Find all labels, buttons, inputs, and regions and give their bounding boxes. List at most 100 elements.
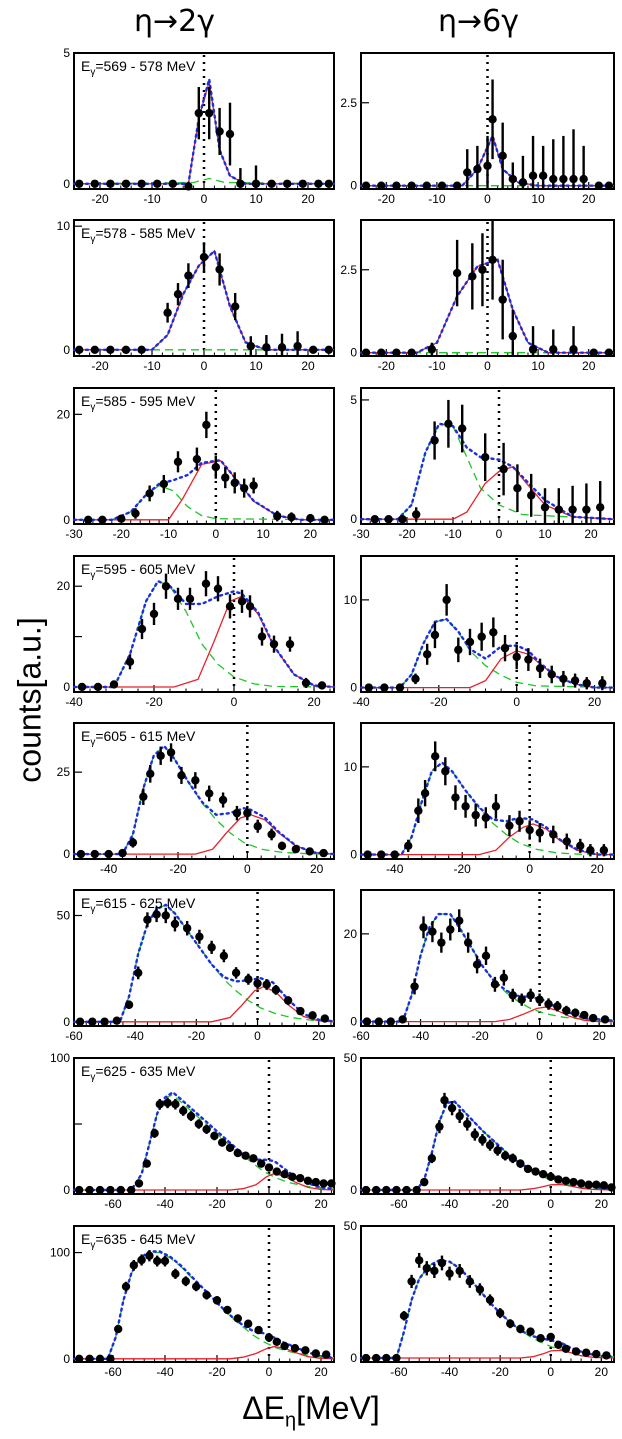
x-tick-label: 10 [249, 192, 263, 206]
data-point [160, 1256, 170, 1266]
data-point [444, 419, 453, 428]
data-point [241, 1151, 250, 1160]
data-point [192, 1282, 201, 1291]
x-tick-label: -20 [378, 192, 396, 206]
panel-2g-2: -20 -10 0 10 20 0 10 Eγ=578 - 585 MeV [57, 219, 336, 373]
data-point [362, 1017, 372, 1026]
background-curve [74, 580, 335, 688]
data-point [179, 1106, 188, 1116]
data-point [137, 1255, 146, 1265]
panel-6g-5: -40 -20 0 20 0 10 [344, 722, 616, 876]
data-point [267, 830, 276, 839]
data-point [546, 1332, 555, 1342]
x-tick-label: -40 [386, 862, 404, 876]
data-point [410, 982, 419, 991]
data-point [170, 919, 180, 929]
data-point [586, 846, 595, 855]
x-tick-label: 0 [212, 527, 219, 541]
data-point [489, 628, 498, 637]
x-axis-label-main: ΔE [242, 1390, 285, 1426]
signal-curve [361, 1006, 614, 1023]
data-point [407, 1277, 416, 1286]
data-point [218, 795, 228, 805]
x-tick-label: 0 [484, 192, 491, 206]
data-point [562, 1006, 571, 1015]
data-point [427, 345, 437, 354]
signal-curve [74, 595, 335, 688]
data-point [155, 1100, 164, 1109]
y-tick-label: 10 [344, 593, 358, 607]
panel-2g-3: -30 -20 -10 0 10 20 0 20 Eγ=585 - 595 MeV [57, 387, 336, 541]
data-point [395, 683, 405, 692]
energy-range-label: Eγ=635 - 645 MeV [81, 1231, 196, 1251]
data-point [251, 179, 261, 188]
data-point [271, 985, 281, 995]
data-point [419, 923, 428, 932]
data-point [516, 1324, 525, 1334]
data-point [95, 1354, 105, 1364]
data-point [301, 1346, 310, 1355]
data-point [264, 1333, 274, 1342]
data-point [382, 1185, 391, 1195]
panel-6g-2: -20 -10 0 10 20 0 2.5 [340, 219, 616, 373]
total-curve [72, 903, 336, 1023]
data-point [254, 1325, 263, 1335]
data-point [280, 1169, 289, 1179]
data-point [249, 1154, 258, 1163]
energy-range-label: Eγ=585 - 595 MeV [81, 393, 196, 413]
y-tick-label: 0 [350, 1351, 357, 1365]
data-point [538, 1169, 548, 1179]
data-point [377, 850, 386, 859]
x-tick-label: -20 [471, 1029, 489, 1043]
panel-frame [73, 387, 335, 525]
x-tick-label: -20 [430, 695, 448, 709]
data-point [129, 1261, 138, 1270]
data-point [437, 181, 447, 190]
data-point [361, 1185, 371, 1195]
data-point [262, 980, 271, 989]
data-point [440, 1096, 449, 1105]
y-tick-label: 2.5 [340, 96, 357, 110]
x-tick-label: 20 [588, 695, 602, 709]
data-point [452, 181, 462, 190]
data-point [390, 850, 399, 859]
data-point [121, 179, 131, 188]
panel-2g-4: -40 -20 0 20 0 20 Eγ=595 - 605 MeV [57, 555, 336, 709]
y-tick-label: 20 [57, 579, 71, 593]
data-point [257, 1159, 266, 1168]
data-point [488, 255, 497, 265]
data-point [305, 847, 314, 856]
data-point [166, 748, 176, 757]
data-point [412, 510, 421, 519]
data-point [500, 643, 510, 653]
data-point [554, 505, 563, 514]
data-point [465, 1277, 474, 1286]
data-point [121, 1282, 131, 1291]
data-point [257, 632, 267, 641]
data-point [186, 1111, 196, 1121]
data-point [570, 676, 580, 685]
data-point [592, 1349, 601, 1359]
data-point [90, 345, 100, 355]
data-point [505, 821, 514, 830]
x-tick-label: 10 [531, 192, 545, 206]
x-tick-label: -40 [412, 1029, 430, 1043]
x-tick-label: 0 [201, 192, 208, 206]
data-point [109, 680, 119, 689]
y-tick-label: 0 [350, 179, 357, 193]
total-curve [72, 1090, 336, 1192]
data-point [535, 828, 544, 837]
data-point [269, 639, 279, 649]
data-point [561, 1176, 571, 1185]
data-point [194, 1119, 203, 1129]
data-point [498, 295, 507, 304]
y-tick-label: 5 [63, 46, 70, 60]
x-tick-label: -40 [441, 1365, 459, 1379]
x-tick-label: -10 [428, 359, 446, 373]
data-point [173, 289, 183, 299]
data-point [546, 1172, 555, 1182]
data-point [106, 1354, 115, 1364]
data-point [569, 1177, 578, 1187]
y-tick-label: 50 [344, 1051, 358, 1065]
data-point [137, 179, 146, 188]
